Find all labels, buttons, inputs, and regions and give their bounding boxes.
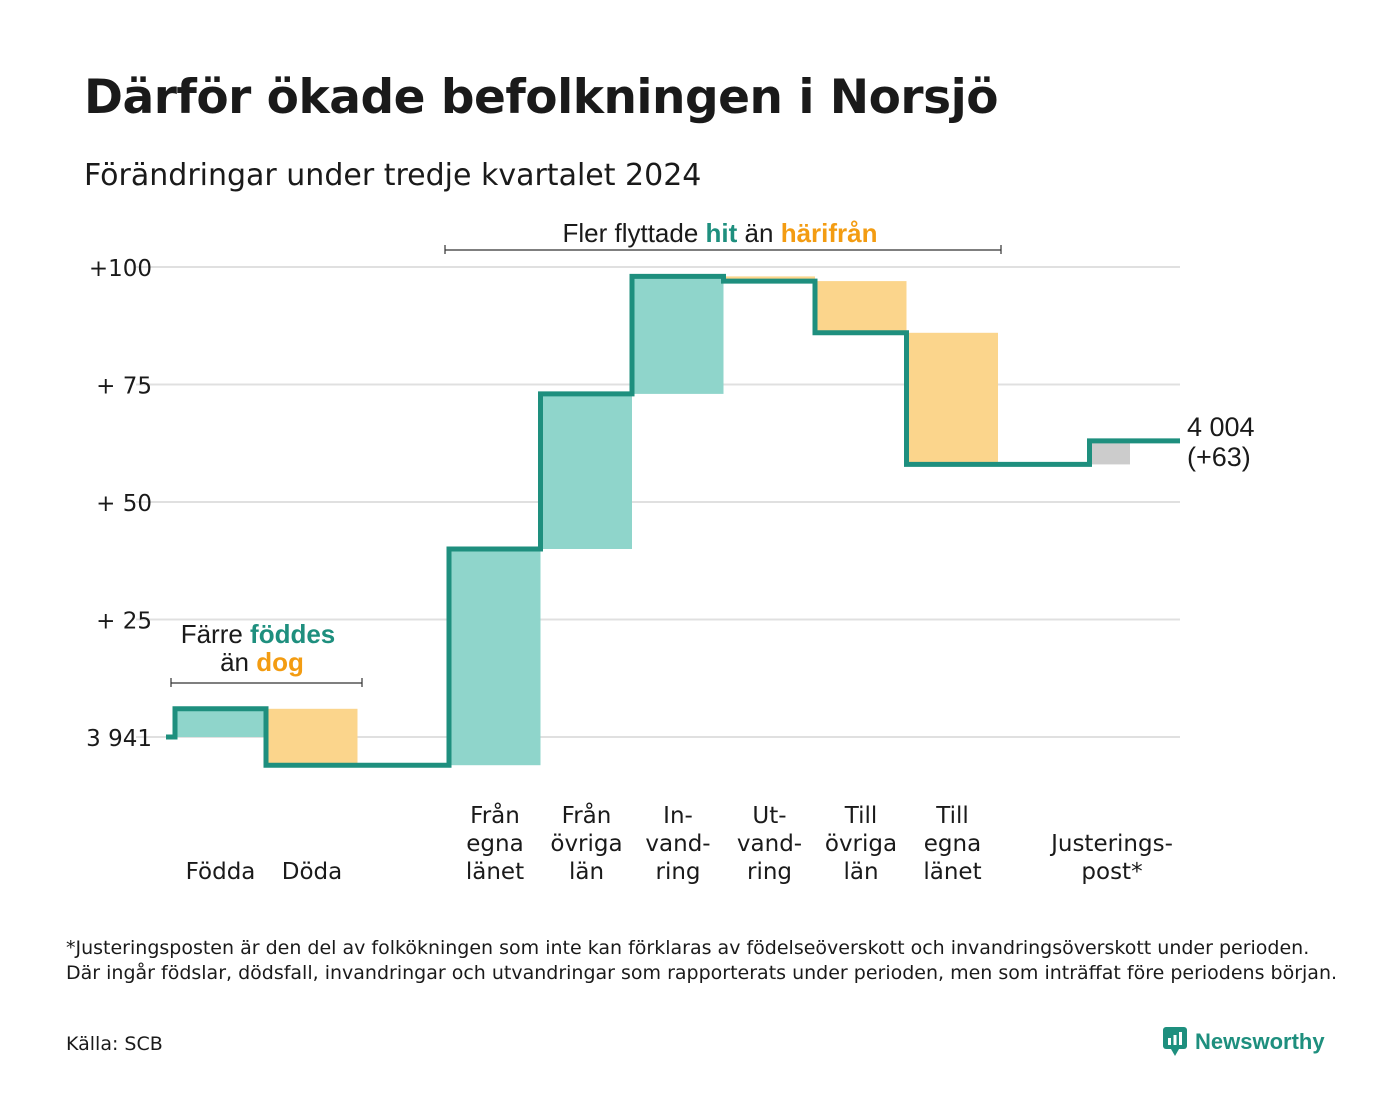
svg-text:Fler flyttade hit än härifrån: Fler flyttade hit än härifrån — [562, 218, 877, 248]
svg-text:Färre föddes: Färre föddes — [181, 619, 336, 649]
births-annotation: Färre föddes än dog — [170, 619, 363, 687]
waterfall-bar — [815, 281, 907, 333]
y-tick-label: + 75 — [96, 374, 152, 400]
chart-subtitle: Förändringar under tredje kvartalet 2024 — [84, 158, 702, 193]
x-category-label: Till — [935, 803, 969, 829]
births-annotation-text: Färre — [181, 619, 250, 649]
migration-annotation-mid: än — [737, 218, 780, 248]
footnote: *Justeringsposten är den del av folkökni… — [66, 937, 1338, 984]
waterfall-bar — [1090, 440, 1130, 465]
x-category-label: egna — [924, 831, 981, 857]
x-category-label: Döda — [282, 859, 342, 885]
cumulative-step-line — [166, 273, 1180, 768]
brand-name: Newsworthy — [1195, 1029, 1325, 1054]
deaths-annotation-highlight: dog — [256, 647, 304, 677]
x-category-label: In- — [663, 803, 693, 829]
migration-bracket — [444, 245, 1002, 254]
waterfall-chart: 3 941+ 25+ 50+ 75+100 Födda DödaFrånegnal… — [86, 218, 1255, 885]
waterfall-bar — [449, 549, 541, 766]
x-category-label: ring — [655, 859, 700, 885]
migration-annotation-highlight-hit: hit — [706, 218, 738, 248]
y-tick-label: + 25 — [96, 609, 152, 635]
x-category-label: länet — [923, 859, 981, 885]
x-axis-labels: Födda DödaFrånegnalänetFrånövrigalänIn-va… — [186, 801, 1173, 885]
births-bracket — [170, 678, 363, 687]
svg-text:än dog: än dog — [220, 647, 304, 677]
chart-title: Därför ökade befolkningen i Norsjö — [84, 70, 998, 125]
y-tick-label: + 50 — [96, 491, 152, 517]
waterfall-bar — [907, 332, 998, 465]
waterfall-bar — [175, 708, 266, 737]
x-category-label: Födda — [186, 859, 256, 885]
x-category-label: vand- — [645, 831, 710, 857]
y-tick-label: +100 — [89, 256, 152, 282]
x-category-label: Justerings- — [1049, 831, 1173, 857]
brand-logo: Newsworthy — [1163, 1027, 1325, 1057]
source-label: Källa: SCB — [66, 1033, 163, 1055]
x-category-label: län — [569, 859, 604, 885]
x-category-label: post* — [1081, 859, 1142, 885]
end-value-label: 4 004 — [1187, 412, 1255, 442]
x-category-label: Från — [562, 801, 612, 829]
x-category-label: Till — [844, 803, 878, 829]
x-category-label: länet — [466, 859, 524, 885]
y-axis-ticks: 3 941 + 25 + 50 + 75 +100 — [86, 256, 152, 752]
x-category-label: övriga — [550, 831, 622, 857]
x-category-label: egna — [466, 831, 523, 857]
newsworthy-logo-icon — [1163, 1027, 1187, 1056]
x-category-label: ring — [747, 859, 792, 885]
births-annotation-highlight: föddes — [250, 619, 335, 649]
bars — [175, 276, 1130, 766]
x-category-label: övriga — [825, 831, 897, 857]
deaths-annotation-text: än — [220, 647, 256, 677]
x-category-label: vand- — [737, 831, 802, 857]
x-category-label: län — [843, 859, 878, 885]
migration-annotation: Fler flyttade hit än härifrån — [444, 218, 1002, 254]
x-category-label: Ut- — [752, 803, 786, 829]
waterfall-bar — [541, 393, 632, 549]
end-change-label: (+63) — [1187, 442, 1251, 472]
x-category-label: Från — [470, 801, 520, 829]
migration-annotation-highlight-harifran: härifrån — [781, 218, 878, 248]
waterfall-bar — [266, 708, 358, 766]
waterfall-bar — [632, 276, 724, 394]
y-tick-label: 3 941 — [86, 726, 152, 752]
migration-annotation-text: Fler flyttade — [562, 218, 705, 248]
